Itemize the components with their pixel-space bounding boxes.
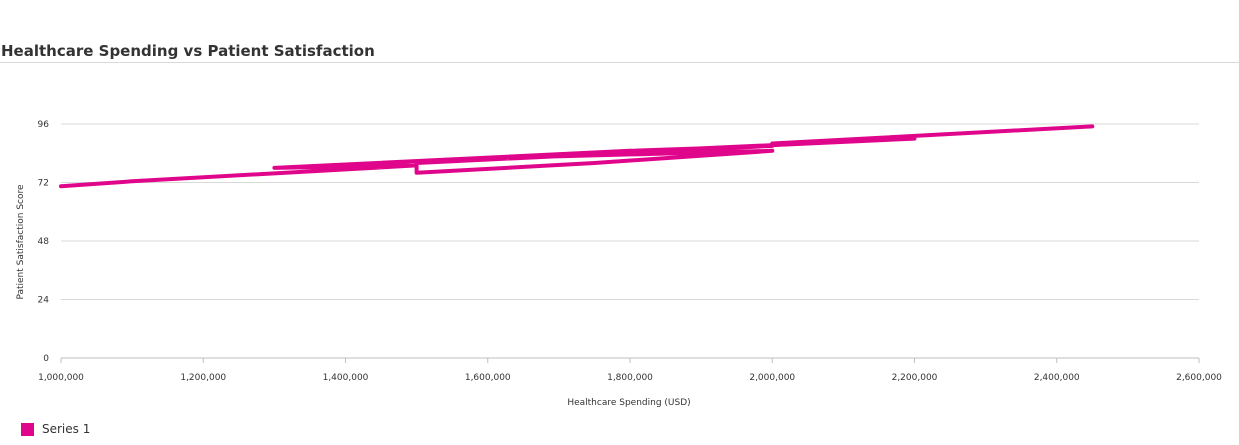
y-tick-label: 0	[43, 354, 49, 364]
legend-swatch	[21, 422, 34, 436]
title-divider	[0, 62, 1239, 63]
series-line	[59, 124, 1095, 189]
x-axis-title: Healthcare Spending (USD)	[567, 398, 690, 408]
x-tick-label: 1,600,000	[465, 373, 511, 383]
x-tick-label: 2,600,000	[1176, 373, 1222, 383]
y-tick-label: 96	[38, 120, 50, 130]
y-tick-labels: 0 24 48 72 96	[38, 120, 50, 364]
series-lines	[59, 124, 1095, 189]
legend: Series 1	[21, 422, 90, 436]
x-tick-label: 2,200,000	[892, 373, 938, 383]
x-tick-label: 1,800,000	[607, 373, 653, 383]
x-tick-label: 1,200,000	[180, 373, 226, 383]
legend-label: Series 1	[42, 422, 91, 436]
x-tick-label: 1,400,000	[323, 373, 369, 383]
x-tick-label: 2,400,000	[1034, 373, 1080, 383]
x-tick-label: 1,000,000	[38, 373, 84, 383]
axes	[60, 357, 1200, 363]
y-tick-label: 72	[38, 179, 49, 189]
y-tick-label: 24	[38, 296, 50, 306]
y-axis-title: Patient Satisfaction Score	[16, 184, 26, 300]
chart-title: Healthcare Spending vs Patient Satisfact…	[1, 42, 375, 60]
x-tick-labels: 1,000,000 1,200,000 1,400,000 1,600,000 1,80…	[38, 373, 1222, 383]
y-tick-label: 48	[38, 237, 50, 247]
x-tick-label: 2,000,000	[749, 373, 795, 383]
grid-lines	[61, 123, 1199, 300]
